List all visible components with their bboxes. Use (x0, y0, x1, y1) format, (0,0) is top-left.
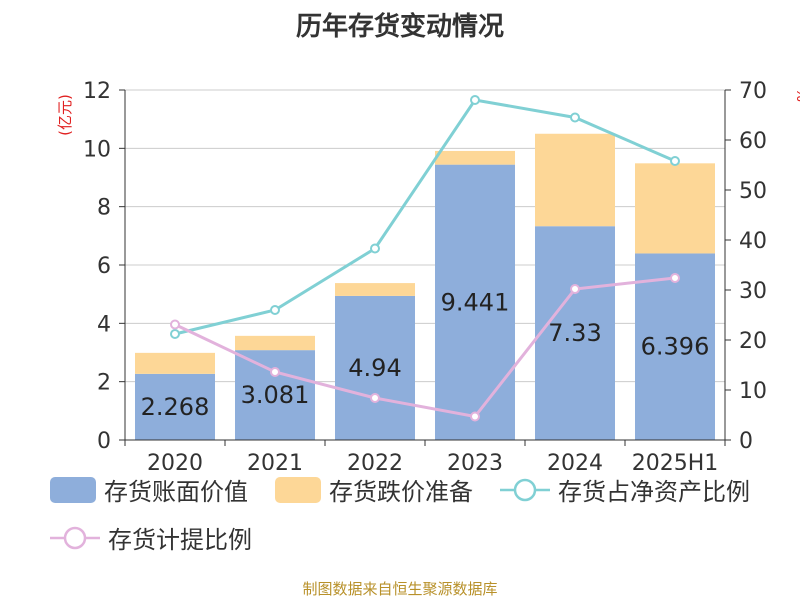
right-axis-tick-label: 40 (739, 229, 767, 254)
legend-item-impairment[interactable]: 存货跌价准备 (275, 472, 473, 507)
bar-impairment (435, 150, 515, 165)
bar-impairment (235, 335, 315, 351)
legend-swatch-provision-ratio (50, 526, 100, 549)
bar-book-value (635, 253, 715, 440)
data-source-note: 制图数据来自恒生聚源数据库 (302, 580, 498, 598)
right-axis-tick-label: 20 (739, 329, 767, 354)
bar-impairment (335, 283, 415, 296)
legend-swatch-book-value (50, 476, 96, 503)
data-label-book-value: 4.94 (348, 354, 401, 382)
x-axis-tick-label: 2024 (547, 451, 603, 470)
left-axis-tick-label: 4 (97, 312, 111, 337)
data-label-book-value: 9.441 (441, 288, 510, 316)
left-axis-tick-label: 2 (97, 371, 111, 396)
line-ratio-net-assets (174, 98, 676, 336)
point-ratio-net-assets (570, 112, 580, 123)
bar-book-value (135, 373, 215, 440)
right-axis-tick-label: 60 (739, 129, 767, 154)
x-axis-tick-label: 2020 (147, 451, 203, 470)
left-axis-tick-label: 6 (97, 254, 111, 279)
x-axis-tick-label: 2022 (347, 451, 403, 470)
chart-title: 历年存货变动情况 (295, 12, 504, 42)
left-axis-label: (亿元) (56, 94, 74, 136)
right-axis-tick-label: 10 (739, 379, 767, 404)
legend-label-impairment: 存货跌价准备 (329, 478, 473, 506)
data-label-book-value: 2.268 (141, 393, 210, 421)
bar-book-value (435, 164, 515, 440)
point-provision-ratio (670, 273, 680, 283)
legend-label-ratio-net-assets: 存货占净资产比例 (558, 478, 750, 506)
legend-label-provision-ratio: 存货计提比例 (108, 526, 252, 554)
point-ratio-net-assets (270, 305, 280, 315)
right-axis-tick-label: 0 (739, 429, 753, 454)
point-provision-ratio (370, 393, 380, 403)
point-ratio-net-assets (370, 243, 380, 254)
line-provision-ratio (174, 276, 676, 419)
left-axis-tick-label: 8 (97, 196, 111, 221)
left-axis-tick-label: 10 (83, 137, 111, 162)
inventory-chart: 0 2 4 6 8 10 12 0 10 20 30 40 50 60 70 (亿元)% 2020 2021 202… (56, 79, 800, 470)
right-axis-tick-label: 30 (739, 279, 767, 304)
bar-book-value (535, 226, 615, 440)
bar-book-value (335, 295, 415, 440)
point-provision-ratio (470, 411, 480, 422)
right-axis-tick-label: 70 (739, 79, 767, 104)
point-provision-ratio (270, 367, 280, 377)
legend-item-provision-ratio[interactable]: 存货计提比例 (50, 520, 252, 555)
point-ratio-net-assets (470, 95, 480, 105)
data-label-book-value: 7.33 (548, 319, 601, 347)
legend-label-book-value: 存货账面价值 (104, 478, 248, 506)
legend-swatch-impairment (275, 476, 321, 503)
bar-impairment (535, 133, 615, 227)
bar-impairment (635, 163, 715, 254)
bar-book-value (235, 350, 315, 440)
x-axis-tick-label: 2023 (447, 451, 503, 470)
legend-item-ratio-net-assets[interactable]: 存货占净资产比例 (500, 472, 750, 507)
point-provision-ratio (170, 319, 180, 330)
right-axis-tick-label: 50 (739, 179, 767, 204)
legend-swatch-ratio-net-assets (500, 478, 550, 501)
bar-impairment (135, 352, 215, 374)
point-ratio-net-assets (670, 156, 680, 166)
x-axis-tick-label: 2021 (247, 451, 303, 470)
point-ratio-net-assets (170, 329, 180, 339)
left-axis-tick-label: 12 (83, 79, 111, 104)
x-axis-tick-label: 2025H1 (632, 451, 719, 470)
right-axis-label: % (793, 88, 800, 102)
point-provision-ratio (570, 284, 580, 294)
legend-item-book-value[interactable]: 存货账面价值 (50, 472, 248, 507)
data-label-book-value: 3.081 (241, 381, 310, 409)
left-axis-tick-label: 0 (97, 429, 111, 454)
data-label-book-value: 6.396 (641, 333, 710, 361)
